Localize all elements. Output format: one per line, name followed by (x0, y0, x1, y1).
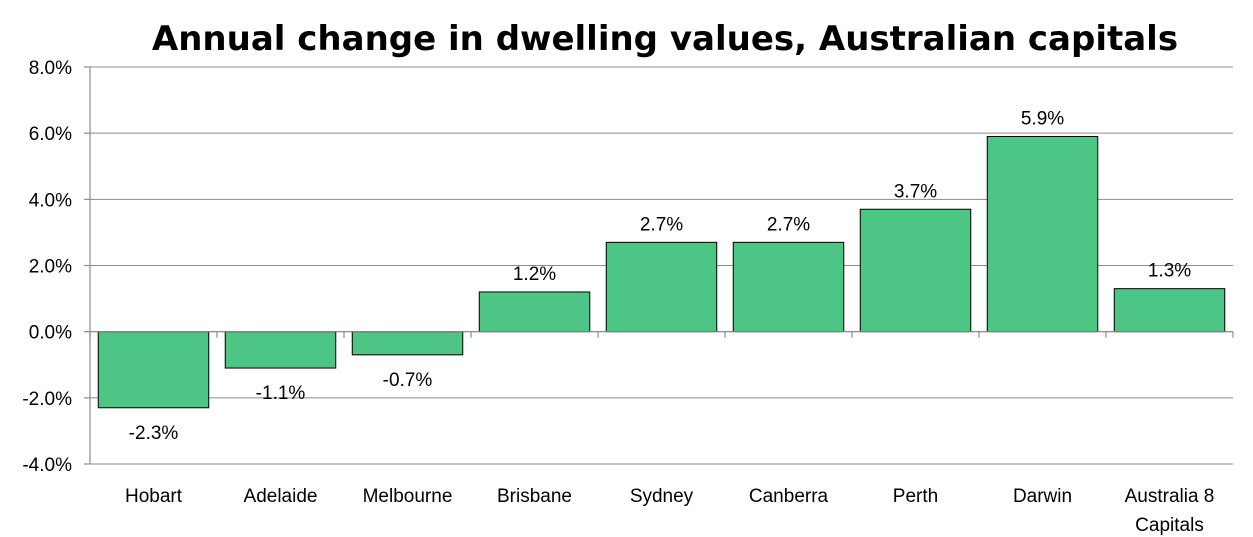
category-label-line: Darwin (1013, 486, 1072, 507)
y-axis-ticks: -4.0% -2.0% 0.0% 2.0% 4.0% 6.0% 8.0% (22, 58, 90, 476)
category-label-line: Brisbane (497, 486, 572, 507)
category-label-line: Sydney (630, 486, 694, 507)
axes (89, 67, 1234, 464)
y-tick-label: 8.0% (29, 58, 72, 79)
bar (478, 291, 591, 333)
category-label-line: Adelaide (244, 486, 318, 507)
data-label: 2.7% (767, 214, 810, 235)
data-label: 1.2% (513, 264, 556, 285)
category-label: Australia 8 Capitals (1125, 486, 1215, 536)
y-tick-label: 0.0% (29, 323, 72, 344)
bar (224, 331, 337, 369)
category-label-line: Perth (893, 486, 938, 507)
data-label: 5.9% (1021, 108, 1064, 129)
category-label-line: Capitals (1135, 515, 1204, 536)
category-label-line: Canberra (749, 486, 829, 507)
category-label: Canberra (749, 486, 829, 507)
data-label: -1.1% (256, 383, 306, 404)
bar (859, 208, 972, 333)
category-label: Sydney (630, 486, 694, 507)
y-tick-label: 6.0% (29, 124, 72, 145)
y-tick-label: 2.0% (29, 257, 72, 278)
category-label: Perth (893, 486, 938, 507)
data-labels: -2.3% -1.1% -0.7% 1.2% 2.7% 2.7% 3.7% 5.9% 1.3% (129, 108, 1192, 443)
category-label-line: Melbourne (363, 486, 453, 507)
bar (732, 241, 845, 333)
category-label: Adelaide (244, 486, 318, 507)
data-label: 1.3% (1148, 261, 1191, 282)
category-label: Brisbane (497, 486, 572, 507)
y-tick-label: -2.0% (22, 389, 72, 410)
y-tick-label: -4.0% (22, 455, 72, 476)
category-label: Hobart (125, 486, 183, 507)
data-label: 2.7% (640, 214, 683, 235)
data-label: -2.3% (129, 423, 179, 444)
x-axis-categories: Hobart Adelaide Melbourne Brisbane Sydney Can… (125, 486, 1214, 536)
bars (97, 135, 1226, 409)
bar (97, 331, 210, 409)
category-label: Melbourne (363, 486, 453, 507)
bar (605, 241, 718, 333)
category-label: Darwin (1013, 486, 1072, 507)
bar (351, 331, 464, 356)
bar (1113, 288, 1226, 333)
data-label: -0.7% (383, 370, 433, 391)
category-label-line: Hobart (125, 486, 183, 507)
y-tick-label: 4.0% (29, 190, 72, 211)
bar (986, 135, 1099, 333)
data-label: 3.7% (894, 181, 937, 202)
category-label-line: Australia 8 (1125, 486, 1215, 507)
chart-title: Annual change in dwelling values, Austra… (152, 19, 1178, 59)
